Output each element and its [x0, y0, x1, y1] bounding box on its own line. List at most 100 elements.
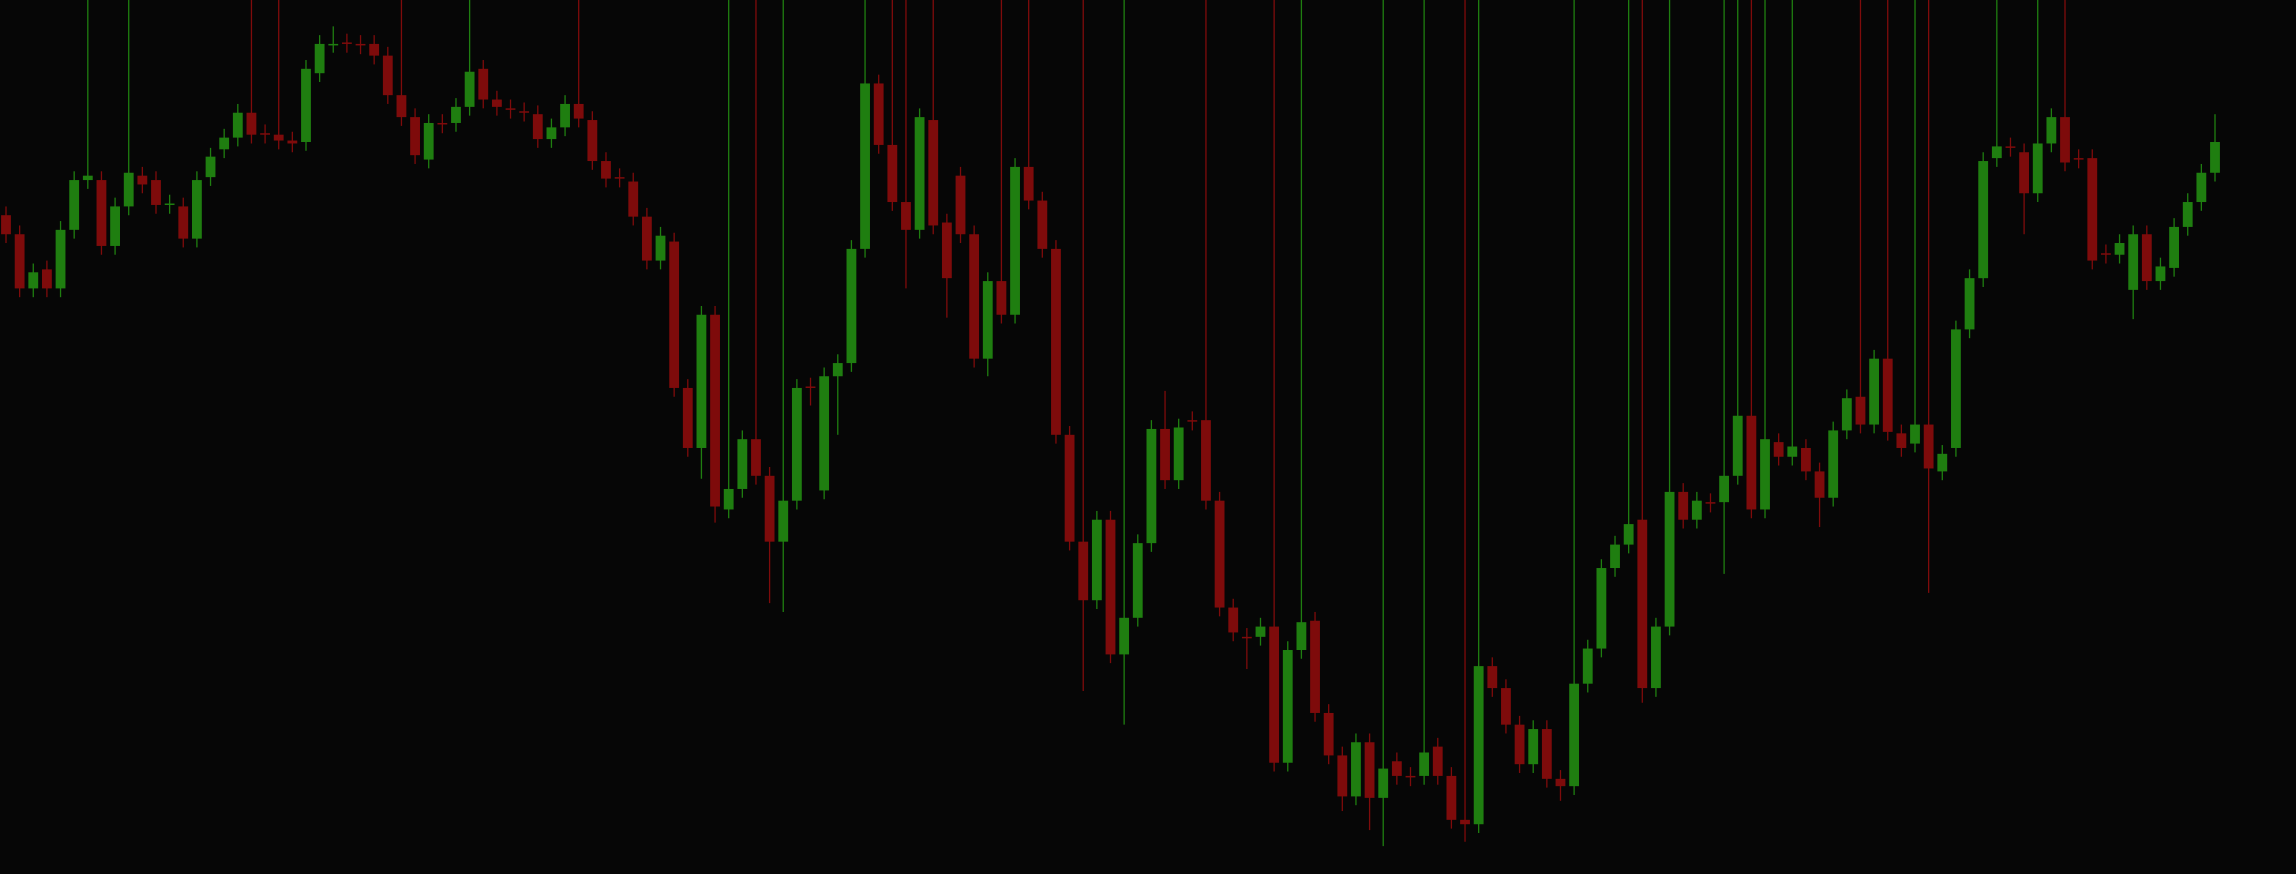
candle-body — [928, 120, 939, 226]
candle-body — [2182, 202, 2193, 227]
candle-body — [1923, 424, 1934, 469]
candle-body — [1473, 666, 1484, 825]
candle-body — [2087, 158, 2098, 261]
candle-body — [546, 127, 557, 140]
candle-body — [341, 42, 352, 44]
candle-body — [1460, 819, 1470, 825]
candle-body — [1991, 146, 2002, 159]
candle-body — [328, 43, 339, 46]
candle-body — [655, 235, 666, 261]
candle-body — [1501, 688, 1511, 725]
candle-body — [1514, 724, 1525, 765]
candle-body — [205, 156, 216, 178]
candle-body — [682, 387, 693, 448]
candle-body — [1337, 755, 1348, 797]
candle-body — [451, 106, 461, 123]
candle-body — [614, 177, 625, 179]
candle-body — [301, 68, 311, 143]
candle-body — [14, 234, 25, 289]
candle-body — [464, 71, 475, 107]
candle-body — [696, 314, 707, 448]
candle-body — [232, 112, 243, 138]
candle-body — [1664, 491, 1675, 627]
candle-body — [1091, 519, 1102, 601]
candle-body — [1228, 607, 1239, 633]
candle-body — [587, 120, 598, 162]
candle-body — [96, 180, 107, 246]
candle-body — [1214, 500, 1225, 608]
candle-body — [1528, 729, 1539, 765]
candle-body — [778, 500, 789, 542]
candle-body — [287, 140, 298, 144]
candle-body — [41, 269, 52, 289]
candle-body — [2155, 266, 2166, 282]
candle-body — [669, 241, 680, 388]
candle-body — [996, 281, 1007, 315]
candle-body — [1678, 491, 1689, 520]
candle-body — [28, 272, 39, 289]
candle-body — [969, 234, 980, 359]
candle-body — [860, 83, 870, 249]
candle-body — [2046, 117, 2057, 144]
candle-body — [723, 488, 734, 510]
candle-body — [1746, 415, 1757, 510]
candle-body — [628, 181, 639, 217]
candle-body — [396, 95, 407, 118]
candle-body — [2128, 234, 2139, 290]
candle-body — [273, 134, 284, 141]
candle-body — [1610, 544, 1620, 569]
candle-body — [1896, 433, 1907, 448]
candle-body — [846, 248, 857, 364]
candle-body — [764, 475, 775, 542]
candle-body — [641, 216, 652, 261]
candle-body — [914, 117, 925, 230]
candle-body — [1623, 524, 1634, 545]
candle-body — [382, 55, 393, 96]
candle-body — [832, 363, 843, 377]
candle-body — [410, 117, 420, 156]
candle-body — [2196, 172, 2207, 203]
candle-body — [2169, 226, 2180, 268]
candle-body — [873, 83, 884, 145]
candle-body — [1951, 329, 1961, 448]
candle-body — [1051, 248, 1061, 435]
candle-body — [982, 281, 993, 359]
candle-body — [1705, 502, 1716, 504]
candle-body — [2073, 158, 2084, 160]
candle-body — [901, 202, 911, 230]
candle-body — [478, 68, 489, 100]
candle-body — [1405, 775, 1416, 778]
candle-body — [191, 180, 202, 239]
candle-body — [1146, 428, 1157, 544]
candle-body — [1132, 543, 1143, 618]
candle-body — [519, 111, 530, 113]
candle-body — [1964, 278, 1975, 330]
candle-body — [955, 175, 966, 235]
candle-body — [1119, 617, 1130, 655]
candle-body — [260, 133, 270, 135]
candle-body — [1691, 500, 1702, 520]
candle-body — [151, 180, 161, 205]
candle-body — [2032, 143, 2043, 194]
candle-body — [1391, 761, 1402, 776]
candle-body — [887, 144, 898, 203]
candle-body — [491, 99, 502, 107]
candle-body — [355, 43, 366, 46]
candle-body — [1419, 752, 1430, 776]
candle-body — [1160, 428, 1170, 481]
candle-body — [1555, 778, 1566, 787]
candle-body — [751, 439, 761, 476]
candle-body — [2114, 243, 2125, 255]
candle-body — [1432, 746, 1443, 776]
candle-body — [1637, 519, 1648, 689]
candle-body — [601, 161, 611, 179]
candle-body — [2060, 117, 2070, 163]
candle-body — [1828, 430, 1839, 498]
candle-body — [1582, 648, 1593, 684]
candle-body — [219, 137, 230, 150]
candle-body — [437, 122, 448, 125]
candle-body — [1, 215, 11, 235]
candle-body — [1173, 427, 1184, 481]
candle-body — [1814, 471, 1825, 498]
